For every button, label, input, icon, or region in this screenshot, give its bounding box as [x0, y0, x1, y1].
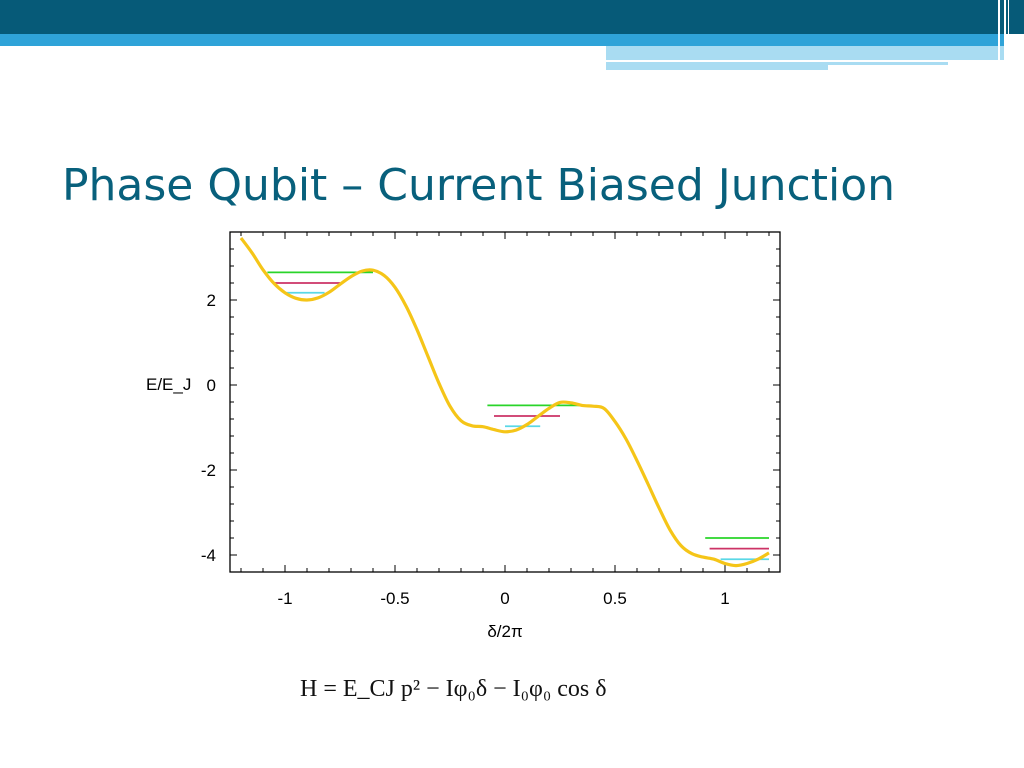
- header-band-dark: [0, 0, 1024, 34]
- axis-ticks: [230, 231, 780, 573]
- header-accent-line: [828, 62, 948, 65]
- x-tick-label: 1: [720, 589, 729, 608]
- x-tick-labels: -1 -0.5 0 0.5 1: [277, 589, 729, 608]
- energy-levels: [267, 271, 769, 561]
- y-tick-label: 2: [207, 291, 216, 310]
- slide-title: Phase Qubit – Current Biased Junction: [62, 160, 896, 211]
- hamiltonian-formula: H = E_CJ p² − Iφ₀δ − I₀φ₀ cos δ: [300, 676, 607, 702]
- y-tick-label: -4: [201, 546, 216, 565]
- potential-curve: [239, 237, 770, 568]
- x-tick-label: -1: [277, 589, 292, 608]
- y-tick-label: 0: [207, 376, 216, 395]
- header-edge-stripes: [994, 0, 1024, 70]
- x-tick-label: -0.5: [380, 589, 409, 608]
- header-band-light: [0, 34, 1004, 46]
- plot-frame: [229, 231, 781, 573]
- potential-energy-chart: -1 -0.5 0 0.5 1 2 0 -2 -4 δ/2π E/E_J: [146, 231, 781, 641]
- y-tick-label: -2: [201, 461, 216, 480]
- x-axis-label: δ/2π: [487, 622, 522, 641]
- y-tick-labels: 2 0 -2 -4: [201, 291, 216, 565]
- x-tick-label: 0: [500, 589, 509, 608]
- header-accent-bar-lower: [606, 62, 828, 70]
- x-tick-label: 0.5: [603, 589, 627, 608]
- y-axis-label: E/E_J: [146, 375, 191, 394]
- header-accent-bar: [606, 46, 1004, 60]
